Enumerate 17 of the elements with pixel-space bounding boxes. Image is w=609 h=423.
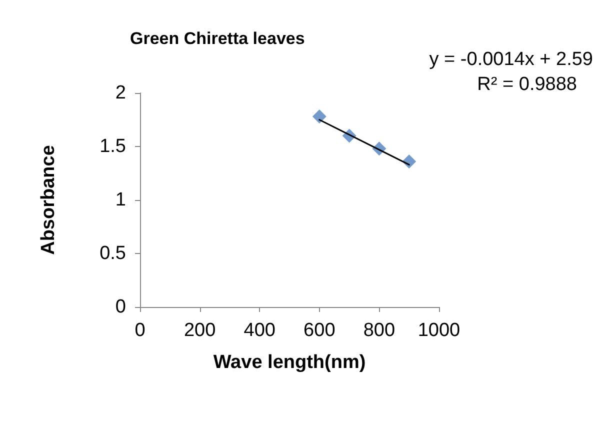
x-tick-label: 400 — [244, 320, 276, 341]
chart-title: Green Chiretta leaves — [130, 29, 305, 48]
x-tick-label: 600 — [304, 320, 336, 341]
text: y = -0.0014x + 2.59 — [429, 49, 594, 70]
x-tick-label: 1000 — [418, 320, 460, 341]
y-tick-label: 1 — [115, 190, 126, 210]
x-tick-label: 800 — [363, 320, 396, 341]
y-tick-label: 0 — [115, 296, 126, 318]
y-axis-title: Absorbance — [38, 145, 59, 255]
y-tick-label: 1.5 — [100, 136, 126, 157]
point — [312, 110, 326, 124]
x-tick-label: 200 — [184, 320, 216, 341]
y-tick-label: 2 — [115, 82, 126, 104]
text: R² = 0.9888 — [477, 74, 578, 95]
x-tick-label: 0 — [134, 320, 146, 341]
x-axis-title: Wave length(nm) — [213, 352, 366, 373]
y-tick-label: 0.5 — [100, 243, 126, 264]
